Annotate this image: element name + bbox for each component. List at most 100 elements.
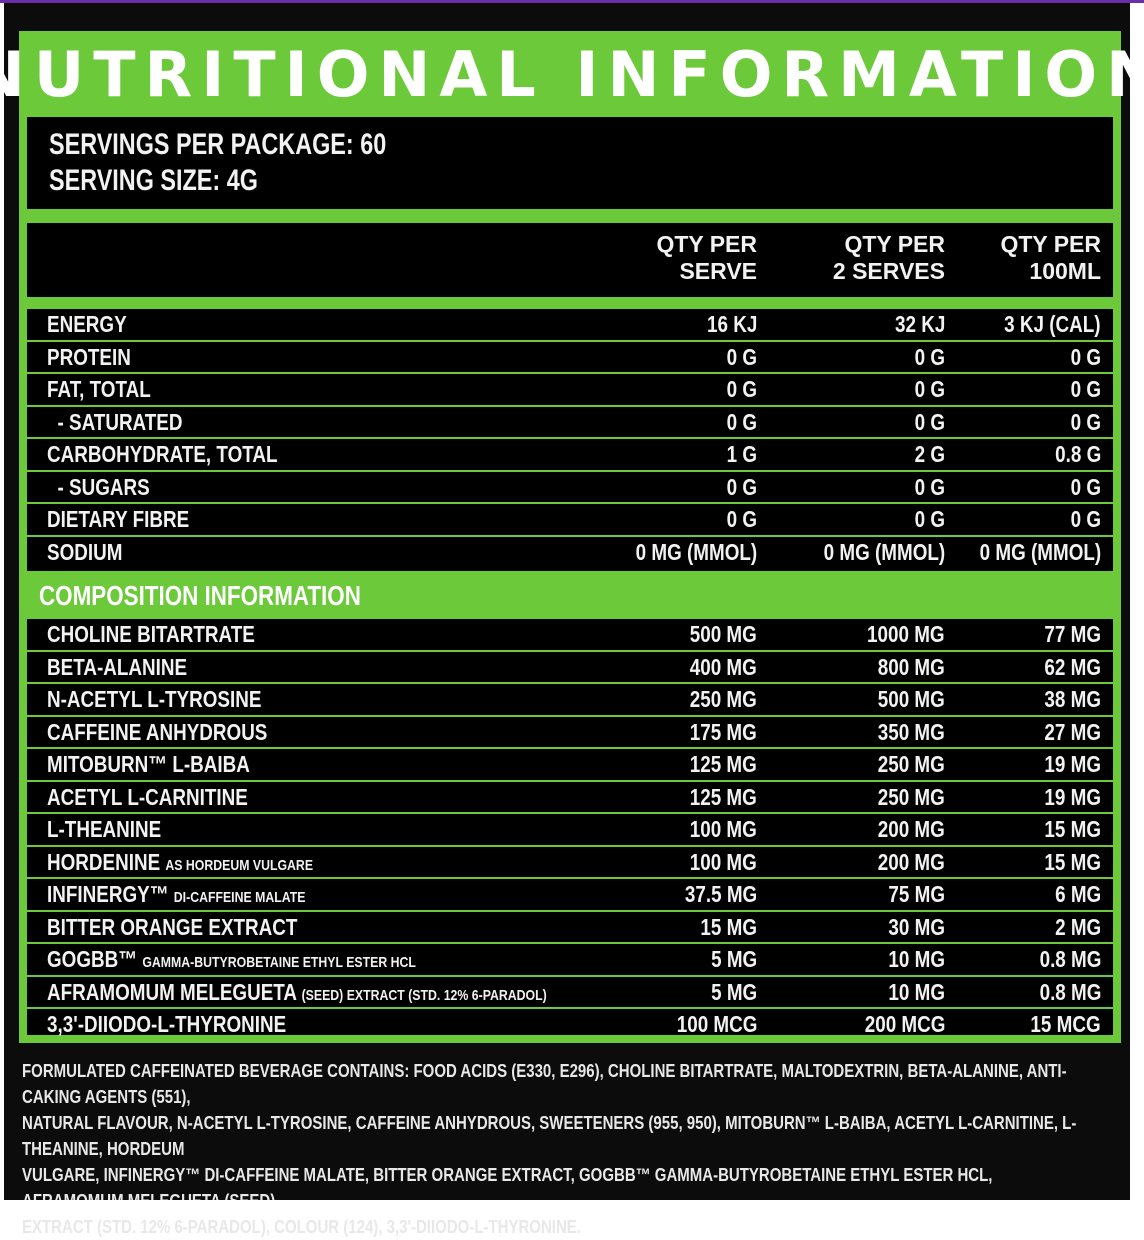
table-row: FAT, TOTAL 0 G 0 G 0 G	[27, 374, 1113, 407]
table-row: L-THEANINE 100 MG 200 MG 15 MG	[27, 814, 1113, 847]
value-per-2-serves: 10 MG	[888, 978, 945, 1005]
table-row: GOGBB™ GAMMA-BUTYROBETAINE ETHYL ESTER H…	[27, 944, 1113, 977]
value-per-2-serves: 350 MG	[877, 718, 945, 745]
value-per-100ml: 0 G	[1070, 343, 1101, 370]
row-name: 3,3'-DIIODO-L-THYRONINE	[47, 1009, 286, 1039]
value-per-serve: 1 G	[726, 441, 757, 467]
table-row: DIETARY FIBRE 0 G 0 G 0 G	[27, 504, 1113, 537]
value-per-serve: 0 G	[726, 473, 757, 500]
value-per-100ml: 19 MG	[1044, 783, 1101, 810]
row-name-main: L-THEANINE	[47, 816, 162, 842]
row-name: N-ACETYL L-TYROSINE	[47, 684, 261, 714]
value-per-2-serves: 250 MG	[877, 751, 945, 777]
value-per-100ml: 77 MG	[1044, 621, 1101, 647]
row-name-main: - SATURATED	[47, 408, 183, 435]
table-row: MITOBURN™ L-BAIBA 125 MG 250 MG 19 MG	[27, 749, 1113, 782]
table-row: PROTEIN 0 G 0 G 0 G	[27, 342, 1113, 374]
row-name-detail: GAMMA-BUTYROBETAINE ETHYL ESTER HCL	[142, 954, 416, 971]
bottom-margin	[0, 1200, 1144, 1218]
value-per-serve: 100 MG	[689, 816, 757, 842]
row-name-main: ENERGY	[47, 311, 127, 337]
row-name-main: MITOBURN™ L-BAIBA	[47, 751, 250, 777]
value-per-2-serves: 200 MG	[877, 848, 945, 875]
row-name: FAT, TOTAL	[47, 374, 151, 404]
value-per-serve: 125 MG	[689, 751, 757, 777]
composition-title: COMPOSITION INFORMATION	[39, 580, 361, 611]
value-per-2-serves: 0 G	[914, 506, 945, 532]
row-name-detail: (SEED) EXTRACT (STD. 12% 6-PARADOL)	[301, 986, 547, 1004]
row-name-main: CARBOHYDRATE, TOTAL	[47, 441, 278, 467]
header-qty-per-100ml: QTY PER 100ML	[1000, 231, 1101, 284]
value-per-serve: 5 MG	[710, 946, 757, 972]
value-per-100ml: 19 MG	[1044, 751, 1101, 777]
row-name-main: 3,3'-DIIODO-L-THYRONINE	[47, 1011, 287, 1037]
row-name: BETA-ALANINE	[47, 652, 187, 682]
row-name-detail: DI-CAFFEINE MALATE	[173, 889, 306, 906]
row-name: BITTER ORANGE EXTRACT	[47, 912, 297, 942]
value-per-2-serves: 0 G	[914, 473, 945, 500]
value-per-2-serves: 0 G	[914, 343, 945, 370]
value-per-serve: 500 MG	[689, 621, 757, 647]
table-row: - SATURATED 0 G 0 G 0 G	[27, 407, 1113, 439]
row-name-main: HORDENINE	[47, 848, 161, 875]
top-border	[0, 0, 1144, 3]
value-per-serve: 0 G	[726, 506, 757, 532]
row-name: - SATURATED	[47, 407, 183, 437]
table-row: BETA-ALANINE 400 MG 800 MG 62 MG	[27, 652, 1113, 684]
value-per-2-serves: 0 MG (MMOL)	[823, 538, 945, 565]
value-per-2-serves: 30 MG	[888, 913, 945, 940]
row-name: CARBOHYDRATE, TOTAL	[47, 439, 278, 469]
value-per-100ml: 0.8 MG	[1039, 978, 1101, 1005]
row-name: L-THEANINE	[47, 814, 161, 844]
value-per-serve: 0 G	[726, 376, 757, 402]
nutrition-label: NUTRITIONAL INFORMATION SERVINGS PER PAC…	[0, 31, 1144, 1043]
value-per-100ml: 0 G	[1070, 473, 1101, 500]
table-row: CHOLINE BITARTRATE 500 MG 1000 MG 77 MG	[27, 619, 1113, 652]
value-per-100ml: 0 G	[1070, 506, 1101, 532]
row-name-main: AFRAMOMUM MELEGUETA	[47, 978, 297, 1005]
row-name-main: SODIUM	[47, 538, 123, 565]
serving-size: SERVING SIZE: 4G	[49, 164, 258, 197]
value-per-serve: 37.5 MG	[684, 881, 757, 907]
value-per-2-serves: 32 KJ	[894, 311, 945, 337]
serving-info: SERVINGS PER PACKAGE: 60 SERVING SIZE: 4…	[27, 117, 1113, 209]
table-row: INFINERGY™ DI-CAFFEINE MALATE 37.5 MG 75 M…	[27, 879, 1113, 912]
value-per-100ml: 2 MG	[1054, 913, 1101, 940]
value-per-100ml: 0 G	[1070, 376, 1101, 402]
row-name: INFINERGY™ DI-CAFFEINE MALATE	[47, 879, 305, 909]
table-row: ENERGY 16 KJ 32 KJ 3 KJ (CAL)	[27, 309, 1113, 342]
row-name: ACETYL L-CARNITINE	[47, 782, 248, 812]
row-name-main: CHOLINE BITARTRATE	[47, 621, 255, 647]
value-per-100ml: 27 MG	[1044, 718, 1101, 745]
row-name-detail: AS HORDEUM VULGARE	[165, 856, 314, 874]
table-row: HORDENINE AS HORDEUM VULGARE 100 MG 200 MG…	[27, 847, 1113, 879]
value-per-100ml: 15 MG	[1044, 848, 1101, 875]
row-name-main: PROTEIN	[47, 343, 131, 370]
value-per-2-serves: 1000 MG	[867, 621, 945, 647]
row-name: ENERGY	[47, 309, 127, 339]
nutrition-panel: NUTRITIONAL INFORMATION SERVINGS PER PAC…	[0, 3, 1144, 1237]
row-name: PROTEIN	[47, 342, 131, 372]
value-per-2-serves: 200 MG	[877, 816, 945, 842]
value-per-100ml: 0 G	[1070, 408, 1101, 435]
value-per-100ml: 6 MG	[1054, 881, 1101, 907]
value-per-serve: 16 KJ	[706, 311, 757, 337]
table-row: CAFFEINE ANHYDROUS 175 MG 350 MG 27 MG	[27, 717, 1113, 749]
table-row: CARBOHYDRATE, TOTAL 1 G 2 G 0.8 G	[27, 439, 1113, 472]
column-headers: QTY PER SERVE QTY PER 2 SERVES QTY PER 1…	[27, 223, 1113, 297]
value-per-2-serves: 0 G	[914, 376, 945, 402]
value-per-2-serves: 0 G	[914, 408, 945, 435]
row-name: AFRAMOMUM MELEGUETA (SEED) EXTRACT (STD.…	[47, 977, 547, 1007]
value-per-serve: 125 MG	[689, 783, 757, 810]
value-per-100ml: 15 MCG	[1030, 1011, 1101, 1037]
value-per-serve: 5 MG	[710, 978, 757, 1005]
value-per-serve: 0 MG (MMOL)	[635, 538, 757, 565]
table-row: BITTER ORANGE EXTRACT 15 MG 30 MG 2 MG	[27, 912, 1113, 944]
table-row: - SUGARS 0 G 0 G 0 G	[27, 472, 1113, 504]
row-name: CHOLINE BITARTRATE	[47, 619, 255, 649]
row-name: SODIUM	[47, 537, 122, 567]
row-name-main: BITTER ORANGE EXTRACT	[47, 913, 298, 940]
value-per-serve: 175 MG	[689, 718, 757, 745]
row-name: CAFFEINE ANHYDROUS	[47, 717, 267, 747]
value-per-100ml: 0.8 MG	[1039, 946, 1101, 972]
